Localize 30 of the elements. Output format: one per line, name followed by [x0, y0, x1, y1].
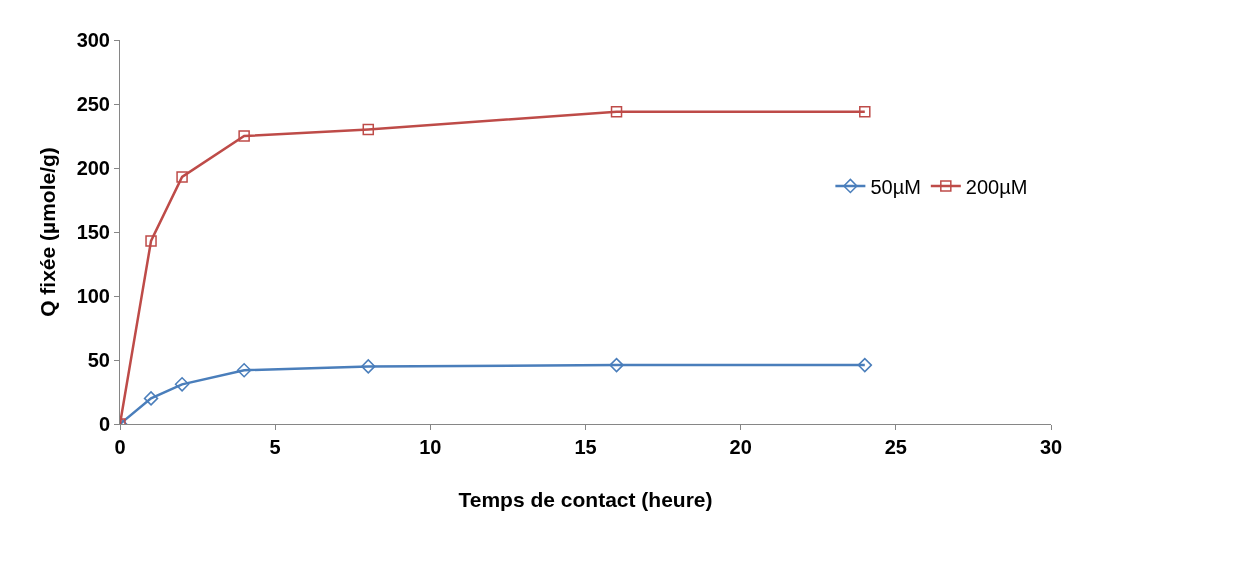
y-tick-label: 50 — [87, 349, 110, 371]
point — [610, 105, 623, 118]
point — [174, 377, 190, 392]
x-tick-label: 5 — [269, 436, 281, 458]
point — [859, 105, 871, 118]
legend-label: 200µM — [965, 175, 1028, 198]
y-tick-label: 200 — [76, 157, 110, 179]
point — [362, 123, 375, 136]
x-tick-label: 15 — [574, 436, 597, 458]
point — [238, 130, 250, 142]
x-tick-label: 0 — [114, 436, 126, 458]
point — [857, 357, 873, 373]
x-tick-label: 10 — [419, 436, 442, 458]
legend-label: 50µM — [870, 175, 921, 198]
point — [609, 357, 624, 373]
x-tick-label: 30 — [1039, 436, 1063, 458]
y-tick-label: 300 — [76, 29, 110, 51]
point — [236, 362, 252, 378]
y-tick-label: 250 — [76, 93, 110, 115]
y-axis-title: Q fixée (µmole/g) — [35, 147, 59, 317]
y-tick-label: 0 — [98, 413, 110, 435]
x-tick-label: 25 — [884, 436, 907, 458]
x-axis-title: Temps de contact (heure) — [458, 488, 713, 512]
point — [145, 235, 157, 247]
y-tick-label: 150 — [76, 221, 110, 243]
point — [361, 359, 376, 374]
point — [143, 391, 159, 406]
point — [176, 171, 188, 183]
y-tick-label: 100 — [76, 285, 110, 307]
x-tick-label: 20 — [729, 436, 752, 458]
